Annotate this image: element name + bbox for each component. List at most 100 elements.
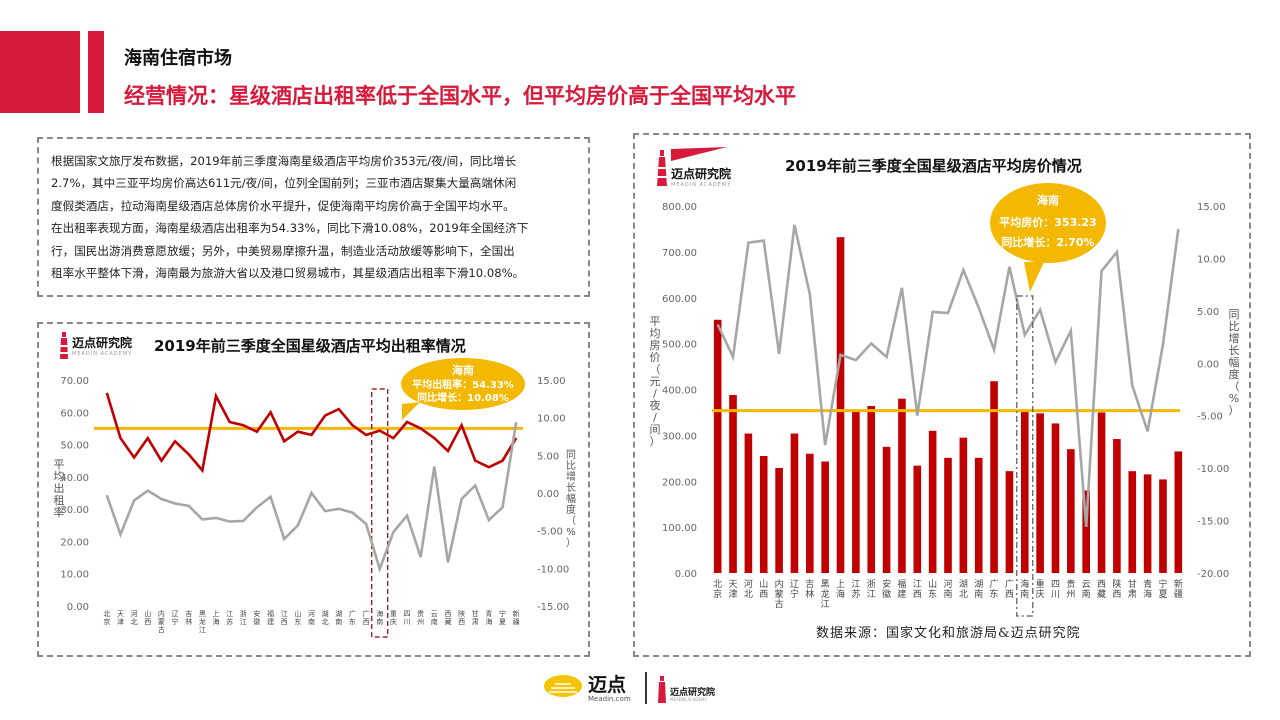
price-bar xyxy=(1082,490,1090,573)
x-tick-label: 四川 xyxy=(1051,580,1060,600)
logo-flag-icon xyxy=(671,147,727,161)
x-tick-label: 陕西 xyxy=(1112,578,1121,600)
y-axis-label: 平均出租率 xyxy=(54,458,65,519)
price-bar xyxy=(990,381,998,573)
price-bar xyxy=(928,430,937,573)
callout-region: 海南 xyxy=(1037,193,1059,207)
x-tick-label: 天津 xyxy=(117,610,124,626)
x-tick-label: 山东 xyxy=(294,609,301,626)
x-tick-label: 江西 xyxy=(913,579,922,600)
summary-line: 度假类酒店，拉动海南星级酒店总体房价水平提升，促使海南平均房价高于全国平均水平。 xyxy=(51,198,515,213)
price-chart-panel xyxy=(633,133,1251,657)
x-tick-label: 上海 xyxy=(836,579,845,600)
callout-region: 海南 xyxy=(452,363,474,377)
y-tick-label: 30.00 xyxy=(60,505,89,516)
logo-subtext: MEADIN ACADEMY xyxy=(72,350,133,357)
footer-site: Meadin.com xyxy=(588,695,631,703)
price-bar xyxy=(836,237,845,573)
price-bar xyxy=(1113,439,1121,573)
x-tick-label: 云南 xyxy=(1082,580,1091,600)
y-tick-label: 100.00 xyxy=(662,523,697,534)
y-tick-label: 200.00 xyxy=(662,477,697,488)
price-bar xyxy=(1159,479,1167,573)
summary-line: 行，国民出游消费意愿放缓；另外，中美贸易摩擦升温，制造业活动放缓等影响下，全国出 xyxy=(51,243,515,258)
x-tick-label: 黑龙江 xyxy=(821,579,830,610)
x-tick-label: 湖北 xyxy=(322,609,329,626)
x-tick-label: 青海 xyxy=(1143,578,1152,600)
x-tick-label: 江苏 xyxy=(851,579,860,600)
x-tick-label: 陕西 xyxy=(458,609,465,626)
price-chart-title: 2019年前三季度全国星级酒店平均房价情况 xyxy=(785,157,1082,175)
x-tick-label: 辽宁 xyxy=(790,579,799,600)
x-tick-label: 宁夏 xyxy=(499,609,506,626)
callout-bubble xyxy=(401,358,525,410)
y2-tick-label: 0.00 xyxy=(1197,359,1219,370)
meadin-academy-logo: 迈点研究院 MEADIN ACADEMY xyxy=(58,330,132,360)
price-bar xyxy=(852,411,860,573)
y-tick-label: 70.00 xyxy=(60,376,89,387)
y-tick-label: 500.00 xyxy=(662,340,697,351)
price-bar xyxy=(1067,449,1075,573)
y-tick-label: 10.00 xyxy=(60,570,89,581)
x-tick-label: 重庆 xyxy=(390,610,397,626)
header-accent-bar xyxy=(88,31,104,113)
x-tick-label: 上海 xyxy=(212,609,219,626)
price-bar xyxy=(1020,410,1029,573)
headline: 经营情况：星级酒店出租率低于全国水平，但平均房价高于全国平均水平 xyxy=(124,84,796,108)
footer-logos: 迈点 Meadin.com 迈点研究院 MEADIN ACADEMY xyxy=(540,668,740,708)
header-accent-block xyxy=(0,31,80,113)
x-tick-label: 湖南 xyxy=(974,579,983,600)
price-bar xyxy=(790,433,799,573)
y-tick-label: 600.00 xyxy=(662,294,697,305)
x-tick-label: 浙江 xyxy=(240,609,247,626)
x-tick-label: 西藏 xyxy=(1097,579,1106,600)
section-title: 海南住宿市场 xyxy=(124,48,232,69)
x-tick-label: 广东 xyxy=(349,609,356,626)
source-note: 数据来源：国家文化和旅游局&迈点研究院 xyxy=(816,626,1081,641)
y2-tick-label: -15.00 xyxy=(537,602,569,613)
occupancy-chart-title: 2019年前三季度全国星级酒店平均出租率情况 xyxy=(154,337,466,355)
y-axis-label: 平均房价（元/夜/间） xyxy=(650,315,661,448)
price-bar xyxy=(1174,451,1183,573)
price-bar xyxy=(913,465,922,573)
summary-line: 在出租率表现方面，海南星级酒店出租率为54.33%，同比下滑10.08%，201… xyxy=(51,221,529,236)
y-tick-label: 800.00 xyxy=(662,202,697,213)
meadin-academy-logo: 迈点研究院 MEADIN ACADEMY xyxy=(655,146,731,188)
x-tick-label: 吉林 xyxy=(185,610,192,626)
x-tick-label: 湖南 xyxy=(335,609,342,626)
x-tick-label: 广东 xyxy=(990,578,999,600)
y2-tick-label: 15.00 xyxy=(1197,202,1226,213)
summary-line: 根据国家文旅厅发布数据，2019年前三季度海南星级酒店平均房价353元/夜/间，… xyxy=(51,154,517,168)
y2-tick-label: -15.00 xyxy=(1197,517,1229,528)
x-tick-label: 重庆 xyxy=(1036,578,1045,600)
x-tick-label: 宁夏 xyxy=(1158,578,1167,600)
summary-line: 租率水平整体下滑，海南最为旅游大省以及港口贸易城市，其星级酒店出租率下滑10.0… xyxy=(51,266,525,281)
x-tick-label: 天津 xyxy=(729,580,738,600)
price-bar xyxy=(729,395,737,573)
x-tick-label: 贵州 xyxy=(417,609,424,626)
x-tick-label: 北京 xyxy=(713,579,722,600)
logo-text: 迈点研究院 xyxy=(72,335,133,350)
x-tick-label: 新疆 xyxy=(513,609,520,626)
price-bar xyxy=(882,446,891,573)
x-tick-label: 安徽 xyxy=(253,609,260,626)
price-bar xyxy=(974,457,983,573)
y-tick-label: 20.00 xyxy=(60,537,89,548)
price-bar xyxy=(959,437,968,573)
x-tick-label: 青海 xyxy=(485,609,492,626)
highlight-box xyxy=(371,388,389,638)
x-tick-label: 海南 xyxy=(376,609,383,626)
y2-tick-label: 10.00 xyxy=(1197,254,1226,265)
callout-line2: 同比增长：2.70% xyxy=(1001,235,1094,249)
price-bar xyxy=(1143,474,1152,573)
x-tick-label: 甘肃 xyxy=(472,609,479,626)
y-tick-label: 60.00 xyxy=(60,408,89,419)
x-tick-label: 新疆 xyxy=(1174,578,1183,600)
x-tick-label: 甘肃 xyxy=(1128,578,1137,600)
x-tick-label: 山西 xyxy=(759,579,768,600)
y-tick-label: 400.00 xyxy=(662,386,697,397)
callout-line1: 平均房价：353.23 xyxy=(999,215,1096,229)
x-tick-label: 福建 xyxy=(897,578,906,600)
y2-tick-label: 10.00 xyxy=(537,414,566,425)
